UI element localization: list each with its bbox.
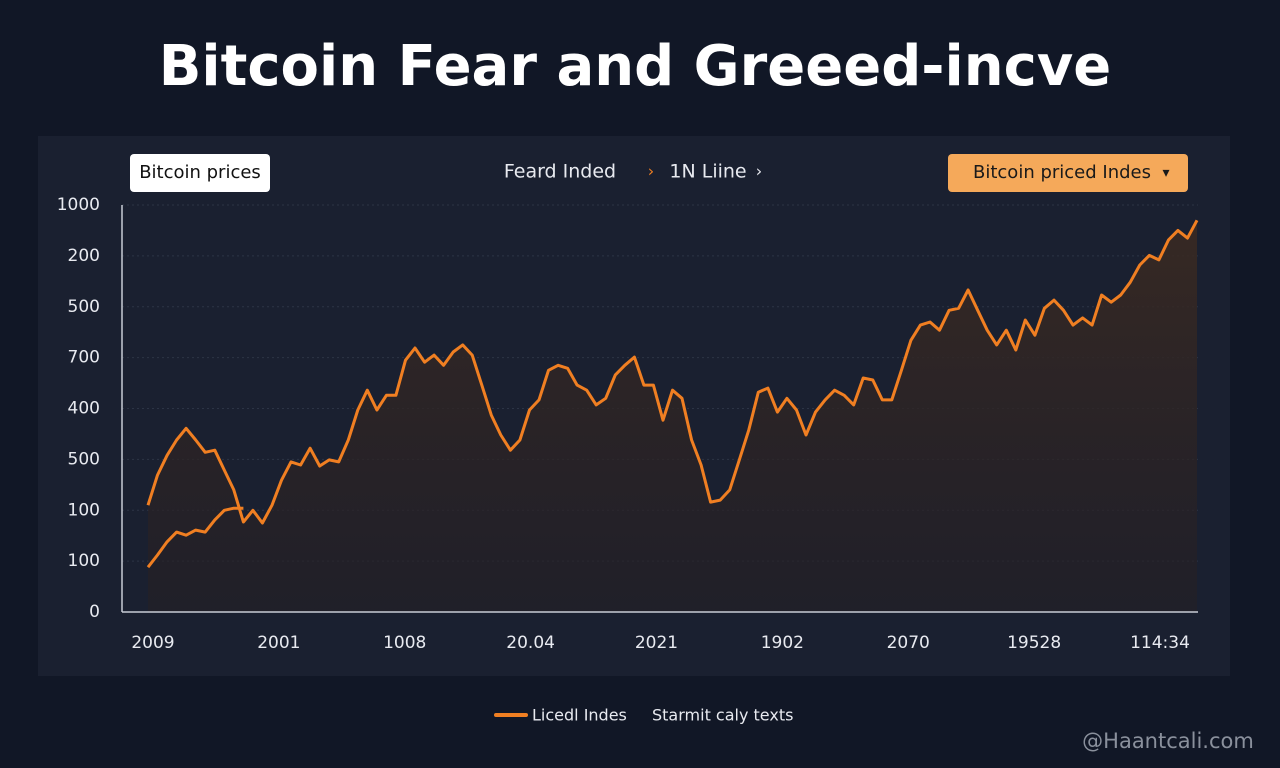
x-tick-label: 114:34 [1130,633,1190,653]
y-tick-label: 400 [68,399,100,419]
y-tick-label: 100 [68,551,100,571]
y-tick-label: 500 [68,297,100,317]
legend-label: Licedl Indes [532,706,627,725]
y-tick-label: 700 [68,348,100,368]
chevron: › [756,162,762,181]
legend-label: Starmit caly texts [652,706,793,725]
watermark: @Haantcali.com [1082,729,1254,753]
line [146,219,1199,525]
y-tick-label: 100 [68,500,100,520]
x-tick-label: 19528 [1007,633,1061,653]
x-tick-label: 2070 [887,633,930,653]
x-tick-label: 2001 [257,633,300,653]
dropdown-label[interactable]: Bitcoin priced Indes [973,162,1151,183]
chevron: › [648,162,654,181]
y-tick-label: 500 [68,449,100,469]
dropdown[interactable] [948,154,1188,192]
y-tick-label: 0 [89,602,100,622]
button[interactable] [130,154,270,192]
button-label[interactable]: Bitcoin prices [139,162,261,183]
title: Bitcoin Fear and Greeed-incve [159,34,1112,99]
tab[interactable]: Feard Inded [504,161,616,183]
range[interactable]: 1N Liine [669,161,746,183]
x-tick-label: 1008 [383,633,426,653]
y-tick-label: 200 [68,246,100,266]
x-tick-label: 20.04 [506,633,555,653]
line [146,506,244,569]
area [148,220,1197,613]
y-tick-label: 1000 [57,195,100,215]
caret: ▾ [1162,165,1169,181]
x-tick-label: 1902 [761,633,804,653]
x-tick-label: 2021 [635,633,678,653]
x-tick-label: 2009 [131,633,174,653]
